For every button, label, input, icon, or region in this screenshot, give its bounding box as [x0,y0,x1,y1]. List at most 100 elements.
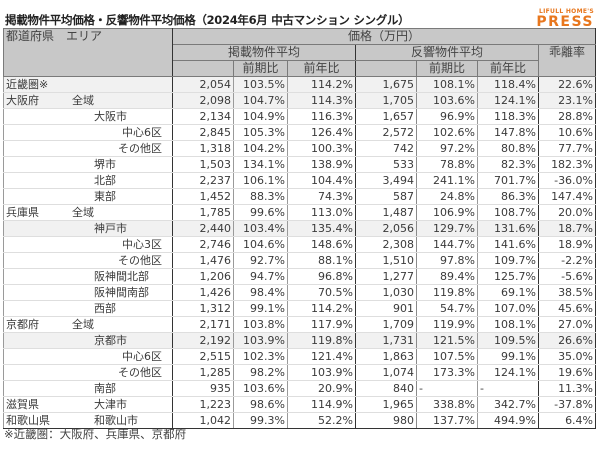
prefecture-label: 近畿圏※ [6,78,49,91]
listed-yoy-cell: 104.4% [287,172,356,189]
area-label: 全域 [72,206,94,219]
listed-value-cell: 1,452 [172,188,234,205]
divergence-cell: 38.5% [537,284,597,301]
table-row: 滋賀県 大津市 1,223 98.6% 114.9% 1,965 338.8% 342.7% -… [3,396,597,413]
response-qoq-cell: 119.9% [416,316,478,333]
listed-yoy-cell: 116.3% [287,108,356,125]
response-yoy-cell: 69.1% [477,284,539,301]
listed-qoq-cell: 103.4% [233,220,288,237]
listed-value-cell: 2,098 [172,92,234,109]
header-response-qoq: 前期比 [416,60,478,77]
response-yoy-cell: - [477,380,539,397]
table-row: 中心6区 2,515 102.3% 121.4% 1,863 107.5% 99.1% 35.… [3,348,597,365]
response-value-cell: 1,030 [355,284,417,301]
listed-value-cell: 2,134 [172,108,234,125]
area-label: 東部 [94,190,116,203]
logo-top-text: LIFULL HOME'S [538,8,594,15]
area-cell: 大阪市 [3,108,173,125]
listed-yoy-cell: 100.3% [287,140,356,157]
listed-yoy-cell: 126.4% [287,124,356,141]
response-qoq-cell: 102.6% [416,124,478,141]
listed-qoq-cell: 102.3% [233,348,288,365]
header-response-yoy: 前年比 [477,60,539,77]
area-label: 西部 [94,302,116,315]
listed-yoy-cell: 74.3% [287,188,356,205]
response-qoq-cell: - [416,380,478,397]
response-qoq-cell: 107.5% [416,348,478,365]
response-qoq-cell: 96.9% [416,108,478,125]
listed-value-cell: 1,285 [172,364,234,381]
response-yoy-cell: 494.9% [477,412,539,429]
response-qoq-cell: 97.2% [416,140,478,157]
listed-value-cell: 1,503 [172,156,234,173]
area-label: 中心6区 [122,350,162,363]
response-value-cell: 587 [355,188,417,205]
divergence-cell: 18.9% [537,236,597,253]
response-qoq-cell: 106.9% [416,204,478,221]
response-qoq-cell: 24.8% [416,188,478,205]
table-title: 掲載物件平均価格・反響物件平均価格（2024年6月 中古マンション シングル） [5,13,410,27]
divergence-cell: 35.0% [537,348,597,365]
divergence-cell: 23.1% [537,92,597,109]
table-row: 北部 2,237 106.1% 104.4% 3,494 241.1% 701.7% -36.… [3,172,597,189]
response-qoq-cell: 137.7% [416,412,478,429]
area-cell: 阪神間南部 [3,284,173,301]
divergence-cell: 6.4% [537,412,597,429]
listed-value-cell: 1,785 [172,204,234,221]
response-value-cell: 2,308 [355,236,417,253]
area-cell: 西部 [3,300,173,317]
listed-yoy-cell: 20.9% [287,380,356,397]
area-cell: 兵庫県 全域 [3,204,173,221]
response-yoy-cell: 99.1% [477,348,539,365]
listed-qoq-cell: 92.7% [233,252,288,269]
area-cell: 和歌山県 和歌山市 [3,412,173,429]
listed-qoq-cell: 94.7% [233,268,288,285]
divergence-cell: 28.8% [537,108,597,125]
divergence-cell: 19.6% [537,364,597,381]
divergence-cell: 77.7% [537,140,597,157]
listed-value-cell: 2,440 [172,220,234,237]
divergence-cell: -5.6% [537,268,597,285]
response-qoq-cell: 78.8% [416,156,478,173]
table-row: 中心3区 2,746 104.6% 148.6% 2,308 144.7% 141.6% 18… [3,236,597,253]
listed-value-cell: 1,312 [172,300,234,317]
header-listed: 掲載物件平均 [172,44,356,61]
listed-qoq-cell: 103.6% [233,380,288,397]
listed-value-cell: 2,054 [172,76,234,93]
header-response-value [355,60,417,77]
response-value-cell: 1,705 [355,92,417,109]
area-label: その他区 [118,366,162,379]
listed-qoq-cell: 99.1% [233,300,288,317]
response-value-cell: 840 [355,380,417,397]
area-cell: 近畿圏※ [3,76,173,93]
header-response: 反響物件平均 [355,44,539,61]
prefecture-label: 和歌山県 [6,414,50,427]
table-row: 兵庫県 全域 1,785 99.6% 113.0% 1,487 106.9% 108.7% 20… [3,204,597,221]
listed-qoq-cell: 99.3% [233,412,288,429]
header-listed-yoy: 前年比 [287,60,356,77]
header-listed-qoq: 前期比 [233,60,288,77]
divergence-cell: 182.3% [537,156,597,173]
listed-value-cell: 2,192 [172,332,234,349]
response-yoy-cell: 86.3% [477,188,539,205]
prefecture-label: 滋賀県 [6,398,39,411]
area-label: 和歌山市 [94,414,138,427]
listed-qoq-cell: 106.1% [233,172,288,189]
response-value-cell: 1,510 [355,252,417,269]
response-qoq-cell: 121.5% [416,332,478,349]
listed-yoy-cell: 52.2% [287,412,356,429]
listed-yoy-cell: 138.9% [287,156,356,173]
listed-qoq-cell: 104.6% [233,236,288,253]
listed-yoy-cell: 121.4% [287,348,356,365]
response-value-cell: 742 [355,140,417,157]
table-row: 大阪市 2,134 104.9% 116.3% 1,657 96.9% 118.3% 28.8… [3,108,597,125]
response-yoy-cell: 118.3% [477,108,539,125]
table-body: 近畿圏※ 2,054 103.5% 114.2% 1,675 108.1% 118.4% 22… [3,76,597,429]
listed-value-cell: 1,426 [172,284,234,301]
area-label: 全域 [72,318,94,331]
area-label: 中心6区 [122,126,162,139]
response-qoq-cell: 103.6% [416,92,478,109]
area-label: 中心3区 [122,238,162,251]
divergence-cell: 22.6% [537,76,597,93]
divergence-cell: 18.7% [537,220,597,237]
